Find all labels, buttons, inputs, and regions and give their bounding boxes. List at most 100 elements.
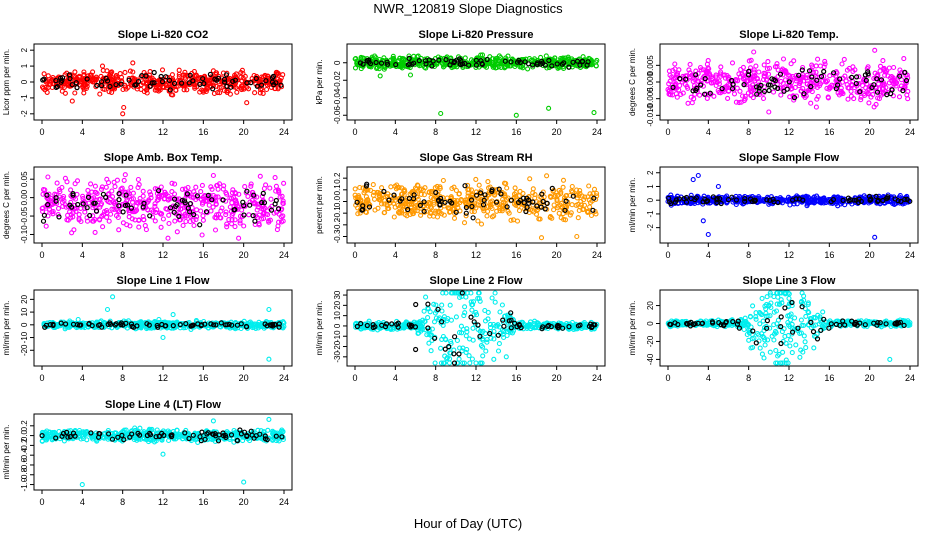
data-point [731,91,738,97]
x-tick-label: 20 [552,127,562,137]
data-point [494,61,501,67]
data-point [260,90,266,96]
data-point [384,203,390,209]
reference-point [456,351,462,357]
reference-point [213,322,219,328]
reference-point [814,77,820,83]
data-point [126,214,132,220]
y-tick-label: 1 [646,184,655,189]
data-point [68,187,74,193]
data-point [206,80,212,86]
x-tick-label: 0 [352,127,357,137]
data-point [667,92,673,98]
reference-point [173,203,179,209]
reference-point [855,199,862,206]
reference-point [554,61,560,67]
data-point [505,320,512,326]
reference-point [182,200,188,206]
reference-point [471,319,477,325]
data-point [880,58,886,64]
data-point [441,63,447,69]
data-point [135,184,141,191]
data-point [549,215,555,221]
reference-point [690,88,696,94]
data-point [158,224,164,230]
data-point [506,210,512,216]
reference-point [118,81,124,87]
reference-point [200,76,206,82]
reference-point [570,59,576,65]
reference-point [753,84,760,90]
data-point [452,199,458,205]
data-point [514,218,521,224]
data-point [503,181,509,187]
y-tick-label: -2 [646,224,655,232]
reference-point [865,71,871,77]
data-point [845,96,851,102]
y-tick-label: 2 [20,47,29,52]
data-point [85,187,91,193]
data-point [193,184,199,190]
data-point [481,208,487,214]
data-point [163,82,169,88]
reference-point [226,321,232,327]
reference-point [176,213,182,219]
data-point [96,216,103,222]
data-point [229,221,235,227]
data-point [435,54,441,60]
data-point [722,72,728,78]
reference-point [898,198,904,204]
data-point [428,210,434,217]
reference-point [756,85,762,91]
data-point [118,74,125,80]
reference-point [479,60,485,67]
data-point [808,100,814,106]
data-point [718,64,724,70]
y-tick-label: -2 [20,110,29,118]
reference-point [549,185,555,191]
reference-point [197,81,203,88]
data-point [175,78,181,84]
data-point [137,199,143,205]
data-point [426,189,432,196]
data-point [98,186,105,192]
reference-point [244,80,250,86]
data-point [761,62,767,68]
reference-point [69,82,75,88]
reference-point [518,325,524,331]
data-point [254,76,260,82]
x-tick-label: 24 [592,127,602,137]
reference-point [146,322,152,328]
panel-title: Slope Line 2 Flow [430,275,523,287]
data-point [98,201,105,207]
data-point [826,86,832,92]
data-point [152,201,158,207]
data-point [237,220,243,226]
data-point [839,61,845,67]
y-tick-label: -0.2 [333,217,342,231]
reference-point [232,207,238,213]
reference-point [885,194,891,200]
data-point [491,356,497,362]
data-point-outlier [544,173,550,179]
data-point-outlier [377,73,383,79]
data-point [200,89,206,95]
reference-point [432,335,438,341]
reference-point [207,71,213,78]
data-point [276,219,282,225]
data-point [821,64,827,70]
data-point [140,188,146,194]
data-point [265,73,271,79]
y-tick-label: 0.005 [646,55,655,76]
data-point [233,200,240,206]
data-point-outlier [121,104,127,111]
reference-point [85,194,92,200]
reference-point [94,82,100,89]
data-point [240,70,246,77]
data-point [469,307,475,313]
data-point [850,64,856,70]
data-point [594,190,600,197]
reference-point [521,200,527,206]
reference-point [496,186,502,192]
data-point [822,61,828,67]
